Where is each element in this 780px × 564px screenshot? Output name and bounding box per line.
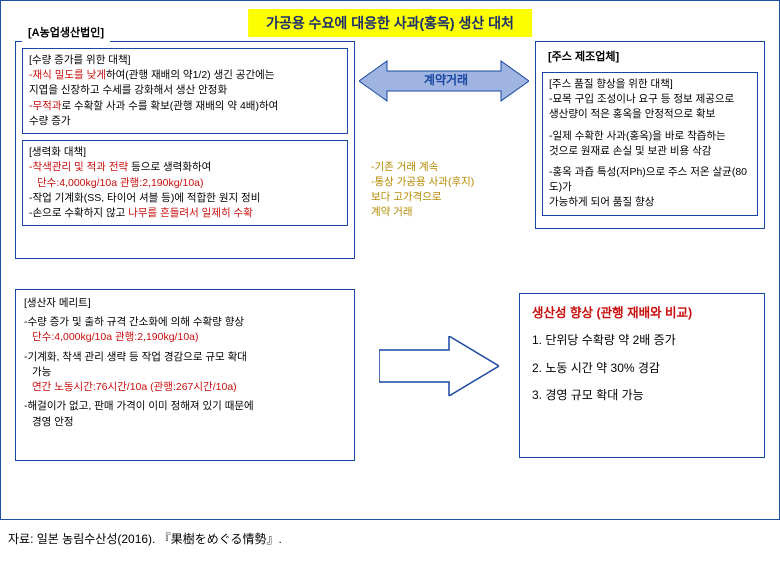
ll-l1r: 단수:4,000kg/10a 관행:2,190kg/10a) <box>24 330 346 345</box>
left-inner-labor: [생력화 대책] -착색관리 및 적과 전략 등으로 생력화하여 단수:4,00… <box>22 140 348 226</box>
cn-l3: 보다 고가격으로 <box>371 189 521 204</box>
lr-l1: 1. 단위당 수확량 약 2배 증가 <box>532 332 752 349</box>
ll-l3b: 경영 안정 <box>24 415 346 430</box>
lr-l2: 2. 노동 시간 약 30% 경감 <box>532 360 752 377</box>
ll-l2b: 가능 <box>24 365 346 380</box>
source-citation: 자료: 일본 농림수산성(2016). 『果樹をめぐる情勢』. <box>8 530 780 547</box>
ll-l3: -해걸이가 없고, 판매 가격이 이미 정해져 있기 때문에 <box>24 399 346 414</box>
li1-l3: -무적과로 수확할 사과 수를 확보(관행 재배의 약 4배)하여 <box>29 99 341 114</box>
lr-l3: 3. 경영 규모 확대 가능 <box>532 387 752 404</box>
li1-l2: 지엽을 신장하고 수세를 강화해서 생산 안정화 <box>29 83 341 98</box>
lr-title: 생산성 향상 (관행 재배와 비교) <box>532 304 752 322</box>
li2-l3: -작업 기계화(SS, 타이어 셔블 등)에 적합한 원지 정비 <box>29 191 341 206</box>
left-header: [A농업생산법인] <box>22 24 110 44</box>
ll-l1: -수량 증가 및 출하 규격 간소화에 의해 수확량 향상 <box>24 315 346 330</box>
ll-l2r: 연간 노동시간:76시간/10a (관행:267시간/10a) <box>24 380 346 395</box>
ri-title: [주스 품질 향상을 위한 대책] <box>549 77 751 92</box>
ri-l3: -일제 수확한 사과(홍옥)을 바로 착즙하는 <box>549 129 751 144</box>
diagram-container: 가공용 수요에 대응한 사과(홍옥) 생산 대처 [A농업생산법인] [수량 증… <box>0 0 780 520</box>
right-manufacturer-box: [주스 제조업체] [주스 품질 향상을 위한 대책] -묘목 구입 조성이나 … <box>535 41 765 229</box>
ll-title: [생산자 메리트] <box>24 296 346 311</box>
li2-l1: -착색관리 및 적과 전략 등으로 생력화하여 <box>29 160 341 175</box>
left-inner-yield: [수량 증가를 위한 대책] -재식 밀도를 낮게하여(관행 재배의 약1/2)… <box>22 48 348 134</box>
right-header: [주스 제조업체] <box>542 48 758 68</box>
li2-l2: 단수:4,000kg/10a 관행:2,190kg/10a) <box>29 176 341 191</box>
cn-l1: -기존 거래 계속 <box>371 159 521 174</box>
li2-l4: -손으로 수확하지 않고 나무를 흔들려서 일제히 수확 <box>29 206 341 221</box>
right-inner: [주스 품질 향상을 위한 대책] -묘목 구입 조성이나 요구 등 정보 제공… <box>542 72 758 216</box>
ri-l6: 가능하게 되어 품질 향상 <box>549 195 751 210</box>
cn-l2: -통상 가공용 사과(후지) <box>371 174 521 189</box>
title-banner: 가공용 수요에 대응한 사과(홍옥) 생산 대처 <box>248 9 532 37</box>
producer-merit-box: [생산자 메리트] -수량 증가 및 출하 규격 간소화에 의해 수확량 향상 … <box>15 289 355 461</box>
cn-l4: 계약 거래 <box>371 204 521 219</box>
center-note: -기존 거래 계속 -통상 가공용 사과(후지) 보다 고가격으로 계약 거래 <box>371 159 521 219</box>
ri-l4: 것으로 원재료 손실 및 보관 비용 삭감 <box>549 144 751 159</box>
li1-l4: 수량 증가 <box>29 114 341 129</box>
li1-l1: -재식 밀도를 낮게하여(관행 재배의 약1/2) 생긴 공간에는 <box>29 68 341 83</box>
ri-l2: 생산량이 적은 홍옥을 안정적으로 확보 <box>549 107 751 122</box>
productivity-box: 생산성 향상 (관행 재배와 비교) 1. 단위당 수확량 약 2배 증가 2.… <box>519 293 765 458</box>
left-producer-box: [A농업생산법인] [수량 증가를 위한 대책] -재식 밀도를 낮게하여(관행… <box>15 41 355 259</box>
ll-l2: -기계화, 착색 관리 생략 등 작업 경감으로 규모 확대 <box>24 350 346 365</box>
li2-title: [생력화 대책] <box>29 145 341 160</box>
contract-label: 계약거래 <box>361 71 531 88</box>
li1-title: [수량 증가를 위한 대책] <box>29 53 341 68</box>
ri-l1: -묘목 구입 조성이나 요구 등 정보 제공으로 <box>549 92 751 107</box>
big-arrow-icon <box>379 336 499 396</box>
ri-l5: -홍옥 과즙 특성(저Ph)으로 주스 저온 살균(80도)가 <box>549 165 751 195</box>
